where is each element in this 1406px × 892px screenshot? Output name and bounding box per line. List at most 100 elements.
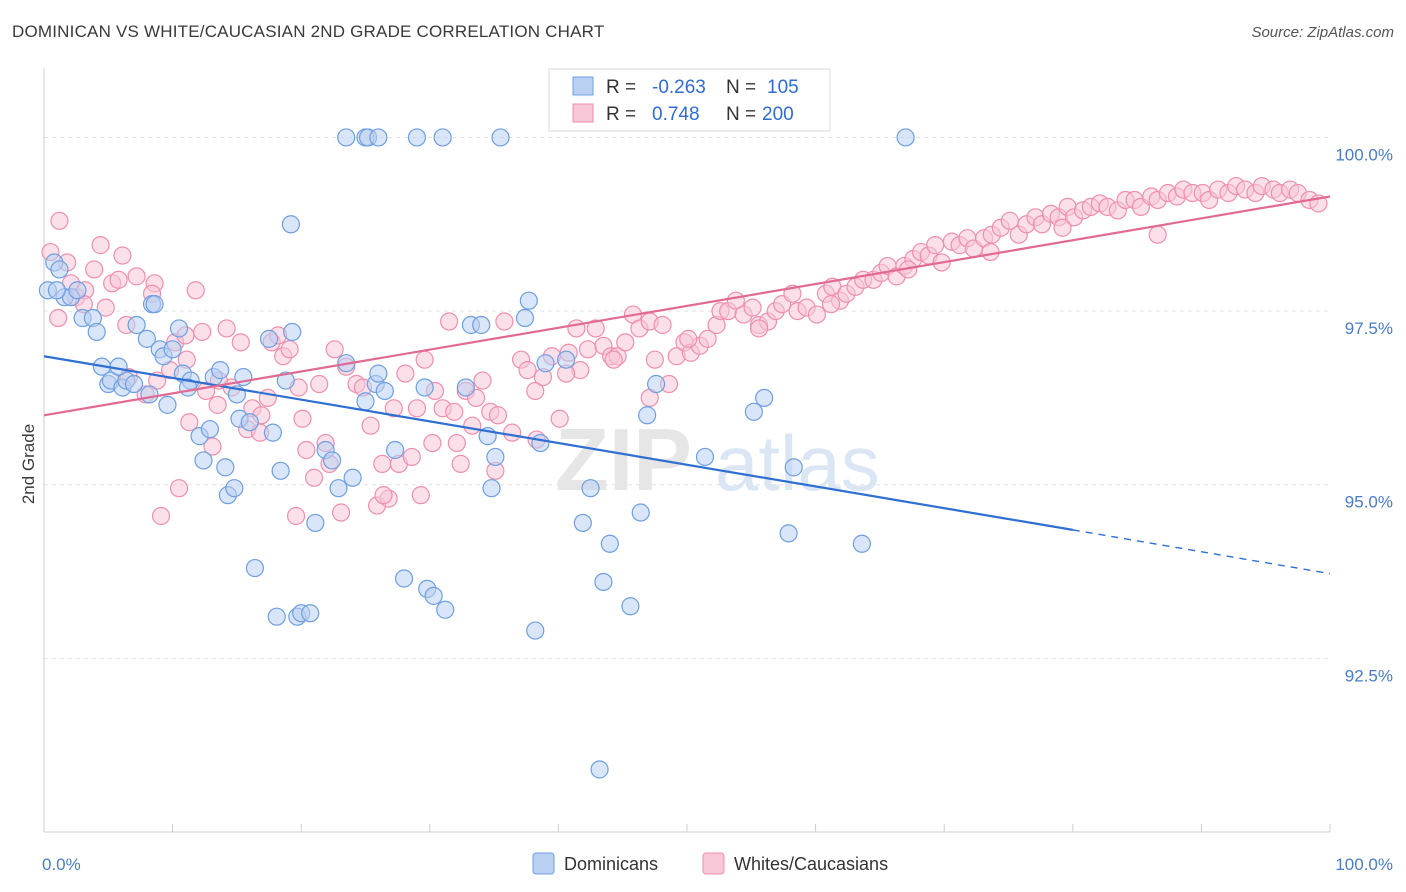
point-whites-41 — [297, 440, 316, 460]
point-whites-179 — [749, 319, 769, 338]
point-whites-128 — [926, 236, 945, 255]
point-dominicans-44 — [267, 607, 286, 626]
point-whites-174 — [1148, 225, 1167, 244]
point-dominicans-79 — [557, 350, 576, 369]
point-whites-24 — [193, 322, 212, 342]
point-dominicans-70 — [472, 315, 491, 335]
point-whites-83 — [578, 340, 598, 359]
point-dominicans-102 — [491, 128, 510, 147]
point-dominicans-77 — [526, 621, 545, 640]
y-tick-label-0: 100.0% — [1335, 145, 1393, 164]
legend-r-label-0: R = — [606, 77, 636, 98]
point-dominicans-41 — [245, 558, 265, 578]
point-dominicans-51 — [301, 604, 320, 623]
watermark-zip: ZIP — [555, 410, 692, 509]
point-whites-22 — [180, 413, 199, 432]
point-whites-84 — [586, 319, 605, 338]
point-dominicans-81 — [581, 479, 600, 498]
point-dominicans-64 — [415, 378, 434, 397]
point-dominicans-78 — [536, 354, 555, 373]
point-dominicans-97 — [337, 128, 356, 147]
point-dominicans-24 — [163, 340, 182, 359]
point-whites-182 — [604, 350, 623, 369]
point-dominicans-75 — [515, 308, 535, 328]
point-dominicans-68 — [456, 378, 475, 397]
legend-n-label-1: N = — [726, 104, 756, 125]
point-dominicans-36 — [225, 479, 244, 498]
point-dominicans-95 — [47, 281, 66, 300]
point-dominicans-30 — [194, 451, 213, 470]
point-dominicans-92 — [779, 524, 798, 543]
point-dominicans-43 — [263, 423, 283, 442]
x-tick-label-min: 0.0% — [42, 855, 81, 874]
point-whites-8 — [96, 298, 115, 317]
point-dominicans-83 — [594, 572, 613, 592]
point-whites-45 — [325, 340, 344, 359]
point-whites-178 — [821, 295, 841, 314]
trend-line-whites — [43, 195, 1331, 417]
bottom-swatch-dominicans — [532, 852, 555, 875]
legend-r-value-1: 0.748 — [652, 104, 700, 125]
point-dominicans-2 — [50, 260, 69, 279]
point-dominicans-93 — [784, 458, 803, 477]
point-dominicans-100 — [407, 128, 427, 147]
point-dominicans-58 — [356, 392, 375, 411]
point-dominicans-16 — [127, 315, 146, 335]
point-dominicans-61 — [375, 381, 394, 401]
point-whites-180 — [679, 329, 698, 348]
point-whites-40 — [293, 409, 312, 428]
point-dominicans-19 — [145, 295, 164, 314]
bottom-legend-whites: Whites/Caucasians — [734, 854, 888, 874]
point-whites-38 — [280, 340, 299, 359]
point-whites-64 — [445, 402, 464, 421]
point-dominicans-34 — [216, 458, 235, 477]
point-whites-73 — [503, 423, 522, 442]
point-dominicans-20 — [140, 385, 159, 404]
point-whites-30 — [231, 333, 250, 352]
bottom-legend-dominicans: Dominicans — [564, 854, 658, 874]
point-dominicans-80 — [573, 513, 592, 533]
point-dominicans-103 — [896, 128, 915, 147]
point-dominicans-72 — [482, 479, 501, 498]
point-whites-188 — [374, 486, 393, 505]
point-whites-75 — [518, 361, 537, 380]
point-whites-54 — [384, 399, 403, 418]
y-tick-labels: 100.0% 97.5% 95.0% 92.5% — [1335, 145, 1393, 685]
point-dominicans-15 — [124, 374, 144, 394]
point-dominicans-82 — [590, 760, 609, 779]
point-dominicans-88 — [647, 374, 666, 394]
chart-title: DOMINICAN VS WHITE/CAUCASIAN 2ND GRADE C… — [12, 22, 605, 41]
point-dominicans-42 — [259, 329, 279, 348]
legend-n-label-0: N = — [726, 77, 756, 98]
point-whites-175 — [1053, 218, 1072, 237]
point-dominicans-25 — [169, 319, 189, 338]
point-whites-99 — [698, 329, 717, 348]
legend-swatch-whites — [572, 103, 594, 123]
point-whites-92 — [645, 350, 664, 369]
point-dominicans-52 — [306, 513, 325, 533]
x-tick-label-max: 100.0% — [1335, 855, 1393, 874]
point-dominicans-57 — [343, 468, 362, 487]
bottom-swatch-whites — [702, 852, 725, 875]
point-dominicans-33 — [211, 361, 230, 380]
point-whites-176 — [981, 242, 1000, 262]
point-whites-20 — [169, 479, 189, 498]
point-dominicans-14 — [109, 357, 128, 376]
point-whites-65 — [451, 454, 470, 473]
point-whites-69 — [473, 371, 492, 390]
point-whites-13 — [127, 267, 146, 286]
point-whites-57 — [402, 447, 421, 467]
point-whites-79 — [550, 409, 569, 428]
series-legend: Dominicans Whites/Caucasians — [532, 852, 888, 875]
point-dominicans-23 — [158, 395, 177, 414]
point-dominicans-90 — [744, 402, 763, 421]
point-whites-10 — [109, 270, 128, 289]
point-dominicans-54 — [322, 451, 342, 470]
point-dominicans-73 — [486, 447, 505, 467]
point-whites-81 — [567, 319, 586, 338]
point-dominicans-91 — [755, 388, 774, 408]
point-dominicans-39 — [240, 413, 259, 432]
point-whites-88 — [616, 333, 635, 352]
point-whites-6 — [85, 260, 104, 279]
